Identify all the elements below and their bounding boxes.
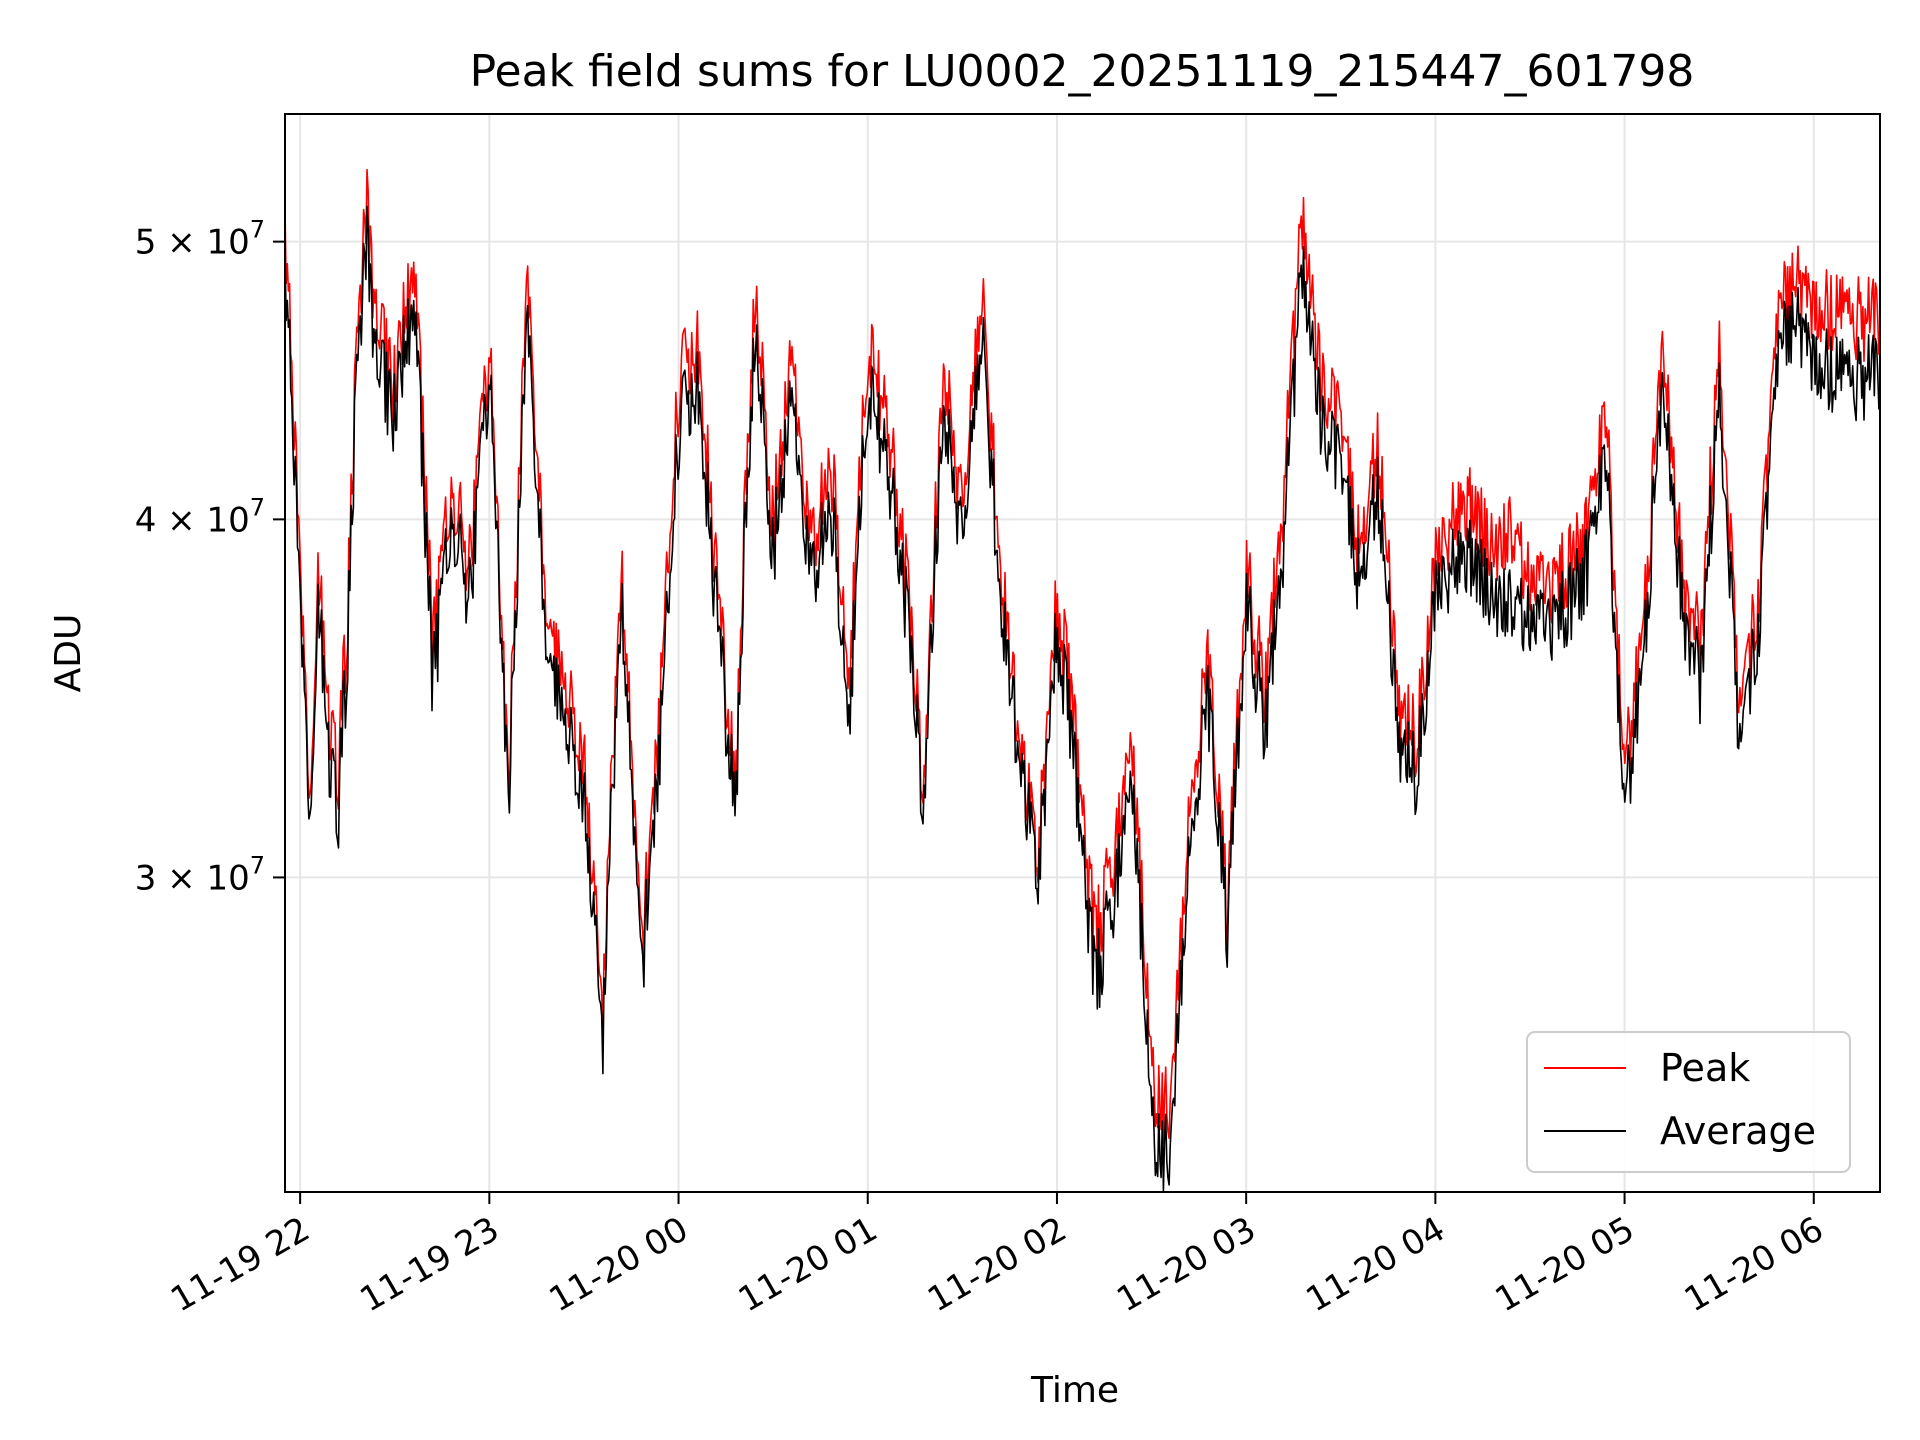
y-axis: 3 × 107 4 × 107 5 × 107	[135, 216, 285, 898]
x-axis-label: Time	[1030, 1370, 1119, 1411]
y-axis-label: ADU	[48, 614, 89, 693]
legend-average-label: Average	[1660, 1109, 1816, 1153]
series-line-average	[284, 205, 1881, 1192]
chart-title: Peak field sums for LU0002_20251119_2154…	[470, 46, 1695, 97]
y-tick-label: 5 × 107	[135, 216, 265, 263]
plot-frame	[284, 113, 1881, 1193]
y-tick-label: 3 × 107	[135, 851, 265, 898]
series-line-peak	[284, 168, 1881, 1144]
y-tick-label: 4 × 107	[135, 493, 265, 540]
series-layer	[284, 168, 1881, 1192]
legend: Peak Average	[1526, 1031, 1851, 1173]
legend-peak-label: Peak	[1660, 1046, 1750, 1090]
